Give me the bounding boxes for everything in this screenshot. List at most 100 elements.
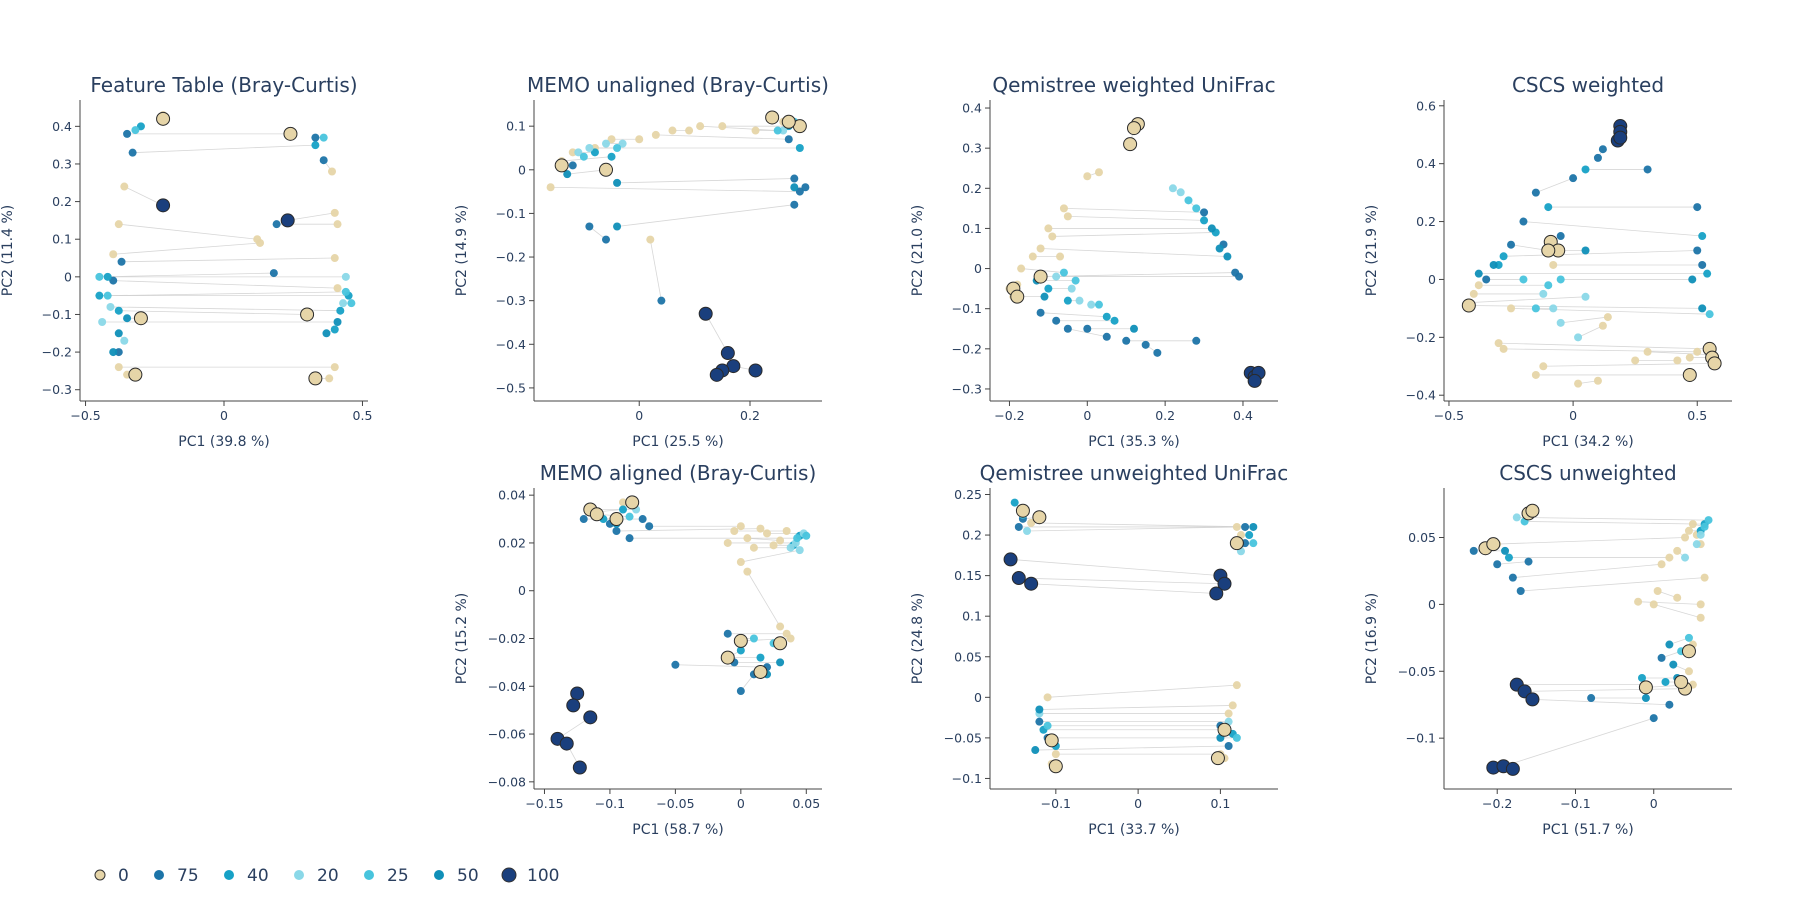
connector-line	[1040, 312, 1107, 318]
data-point	[333, 284, 342, 293]
connector-line	[550, 186, 800, 193]
data-point	[786, 543, 795, 552]
connector-line	[1047, 684, 1237, 698]
data-point	[1649, 600, 1658, 609]
data-point	[749, 634, 758, 643]
series-0	[1464, 260, 1714, 388]
data-point	[1232, 681, 1241, 690]
data-point	[1474, 269, 1483, 278]
connector-line	[113, 280, 338, 289]
series-50	[563, 170, 799, 231]
data-point	[1693, 246, 1702, 255]
data-point	[319, 133, 328, 142]
data-point	[1087, 300, 1096, 309]
data-point	[1581, 165, 1590, 174]
x-tick-label: 0.5	[353, 408, 373, 423]
connector-line	[121, 257, 335, 263]
y-tick-label: 0.1	[962, 221, 982, 236]
data-point	[1681, 644, 1696, 659]
data-point	[749, 543, 758, 552]
data-point	[554, 158, 569, 173]
y-axis-label: PC2 (24.8 %)	[910, 593, 926, 684]
data-point	[607, 135, 616, 144]
data-point	[698, 306, 713, 321]
connector-line	[1018, 577, 1225, 585]
data-point	[311, 141, 320, 150]
data-point	[1653, 587, 1662, 596]
series-100	[550, 686, 598, 775]
connector-line	[1516, 517, 1709, 521]
legend-item-40[interactable]: 40	[224, 866, 269, 886]
data-point	[1044, 224, 1053, 233]
data-point	[568, 161, 577, 170]
data-point	[1684, 526, 1693, 535]
data-point	[1017, 264, 1026, 273]
y-tick-label: −0.2	[1406, 330, 1436, 345]
data-point	[1223, 252, 1232, 261]
data-point	[1574, 379, 1583, 388]
connector-line	[675, 664, 768, 668]
data-point	[730, 527, 739, 535]
connector-line	[132, 144, 316, 154]
data-point	[769, 541, 778, 550]
data-point	[95, 272, 104, 281]
y-tick-label: 0.04	[498, 488, 526, 503]
data-point	[1549, 304, 1558, 313]
legend-item-20[interactable]: 20	[294, 866, 339, 886]
y-tick-label: 0.25	[954, 487, 982, 502]
legend-item-100[interactable]: 100	[501, 866, 559, 886]
legend-label: 25	[387, 866, 409, 886]
x-tick-label: −0.1	[1560, 796, 1590, 811]
data-point	[1036, 244, 1045, 253]
data-point	[756, 653, 765, 662]
x-tick-label: −0.2	[994, 408, 1024, 423]
data-point	[1688, 520, 1697, 529]
y-axis-label: PC2 (11.4 %)	[0, 205, 16, 296]
data-point	[131, 126, 140, 135]
connector-line	[1040, 272, 1236, 277]
data-point	[1010, 498, 1019, 507]
subplot-3: Qemistree weighted UniFrac −0.2 0 0.2 0.4 −0.…	[910, 73, 1278, 450]
y-tick-label: −0.4	[1406, 388, 1436, 403]
data-point	[736, 646, 745, 655]
x-axis-label: PC1 (35.3 %)	[1088, 434, 1179, 450]
legend-label: 100	[527, 866, 559, 886]
data-point	[574, 148, 583, 157]
data-point	[1638, 673, 1646, 682]
legend-marker	[434, 870, 444, 880]
legend-item-0[interactable]: 0	[94, 866, 129, 886]
subplot-title: MEMO unaligned (Bray-Curtis)	[527, 73, 829, 97]
data-point	[602, 235, 610, 244]
data-point	[1507, 304, 1516, 313]
data-point	[272, 220, 281, 229]
y-tick-label: 0.4	[52, 119, 72, 134]
legend-label: 40	[247, 866, 269, 886]
y-tick-label: 0.2	[52, 194, 72, 209]
data-point	[1598, 321, 1607, 330]
connector-line	[1520, 577, 1705, 592]
y-tick-label: 0	[974, 261, 982, 276]
data-point	[1051, 750, 1060, 759]
data-point	[1569, 174, 1578, 183]
y-tick-label: −0.06	[488, 727, 526, 742]
y-tick-label: −0.2	[952, 341, 982, 356]
data-point	[1669, 660, 1678, 669]
data-point	[1525, 692, 1540, 707]
data-point	[1685, 353, 1694, 362]
data-point	[123, 129, 132, 138]
data-point	[613, 178, 622, 187]
y-tick-label: 0.05	[1408, 530, 1436, 545]
data-point	[1102, 332, 1111, 341]
data-point	[619, 505, 628, 514]
legend-item-25[interactable]: 25	[364, 866, 409, 886]
data-point	[1603, 313, 1612, 322]
y-axis-label: PC2 (15.2 %)	[454, 593, 470, 684]
x-tick-label: 0.5	[1687, 408, 1707, 423]
legend-item-75[interactable]: 75	[154, 866, 199, 886]
y-tick-label: 0.4	[962, 101, 982, 116]
data-point	[657, 296, 666, 305]
data-point	[1200, 208, 1209, 217]
legend-item-50[interactable]: 50	[434, 866, 479, 886]
data-point	[1698, 232, 1707, 241]
y-tick-label: −0.2	[496, 250, 526, 265]
